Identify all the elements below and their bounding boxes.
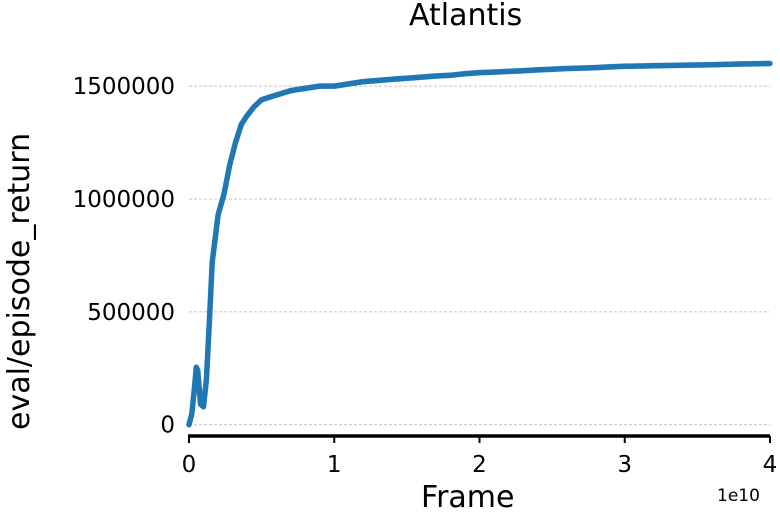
chart-title: Atlantis	[409, 0, 523, 33]
y-axis-label: eval/episode_return	[2, 132, 37, 430]
y-tick-label-3: 1500000	[73, 74, 175, 100]
confidence-band	[189, 60, 770, 428]
series-line-episode-return	[186, 60, 773, 428]
axis-ticks: 0 500000 1000000 1500000 0 1 2 3 4	[73, 74, 778, 478]
y-tick-label-2: 1000000	[73, 187, 175, 213]
x-tick-label-4: 4	[763, 452, 778, 478]
grid-lines	[189, 85, 770, 426]
x-tick-label-2: 2	[472, 452, 487, 478]
x-axis-offset-label: 1e10	[717, 486, 760, 506]
x-tick-label-3: 3	[617, 452, 632, 478]
x-tick-label-0: 0	[182, 452, 197, 478]
y-tick-label-1: 500000	[87, 300, 175, 326]
x-axis-label: Frame	[421, 480, 515, 515]
y-tick-label-0: 0	[160, 413, 175, 439]
x-tick-label-1: 1	[327, 452, 342, 478]
